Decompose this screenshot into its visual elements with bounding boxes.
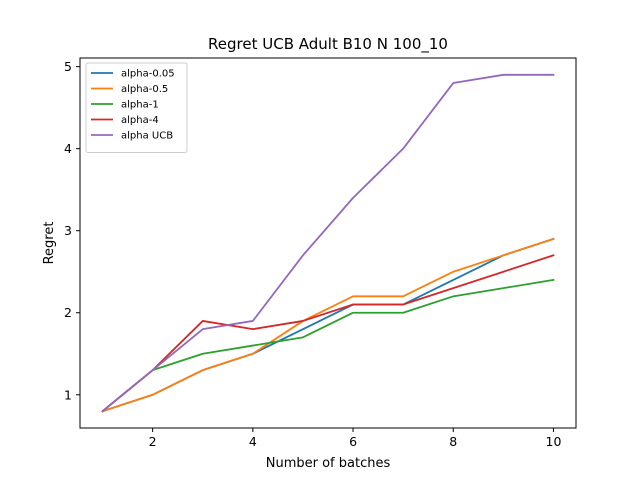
legend-box [85, 62, 188, 153]
series-line-4 [101, 73, 555, 413]
x-axis-label: Number of batches [266, 456, 391, 471]
legend: alpha-0.05 alpha-0.5 alpha-1 alpha-4 alpha U… [85, 62, 188, 153]
x-axis: 2 4 6 8 10 [149, 428, 562, 449]
x-tick-label: 6 [349, 434, 357, 449]
y-tick-label: 2 [64, 305, 72, 320]
chart-title: Regret UCB Adult B10 N 100_10 [208, 35, 448, 54]
series-line-3 [101, 254, 555, 413]
y-tick-label: 1 [64, 387, 72, 402]
series-line-1 [101, 237, 555, 413]
plot-frame [79, 57, 577, 429]
x-tick-label: 10 [546, 434, 562, 449]
x-tick-label: 4 [249, 434, 257, 449]
legend-label-3: alpha-4 [121, 115, 159, 126]
legend-label-4: alpha UCB [121, 131, 173, 142]
y-tick-label: 4 [64, 141, 72, 156]
y-axis-label: Regret [42, 222, 57, 265]
legend-label-2: alpha-1 [121, 100, 159, 111]
series-layer [101, 73, 555, 413]
x-tick-label: 2 [149, 434, 157, 449]
x-tick-label: 8 [449, 434, 457, 449]
y-tick-label: 5 [64, 59, 72, 74]
y-tick-label: 3 [64, 223, 72, 238]
y-axis: 1 2 3 4 5 [64, 59, 80, 402]
series-line-2 [101, 278, 555, 413]
legend-label-1: alpha-0.5 [121, 84, 168, 95]
legend-label-0: alpha-0.05 [121, 69, 175, 80]
